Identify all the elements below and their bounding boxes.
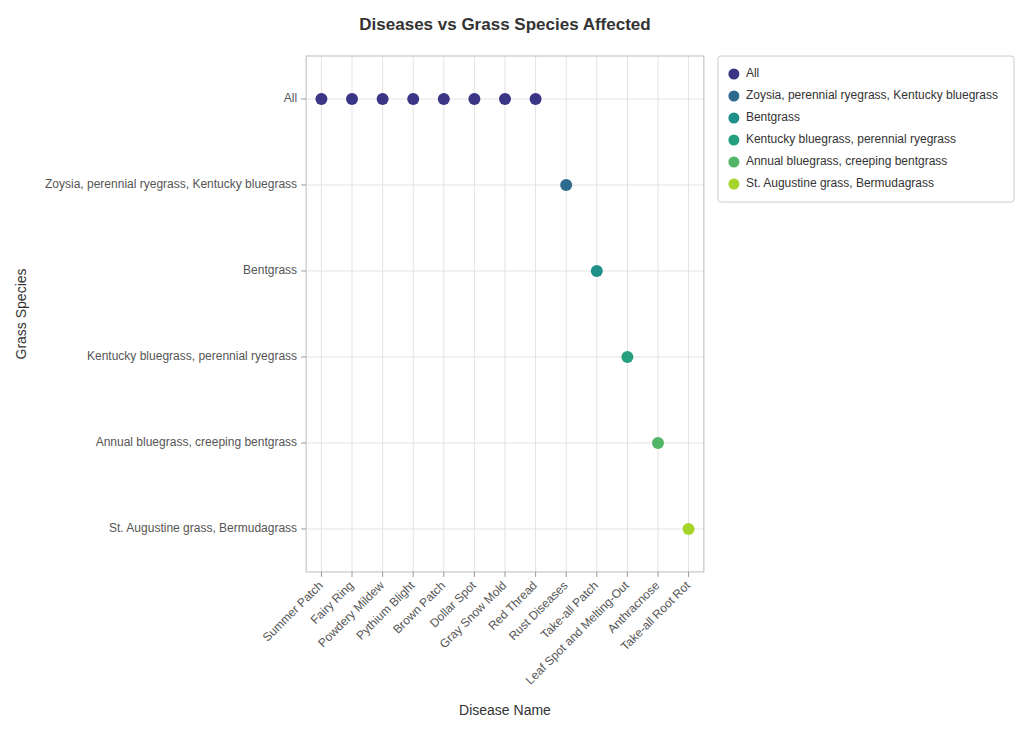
point	[652, 437, 664, 449]
legend: All Zoysia, perennial ryegrass, Kentucky …	[718, 56, 1014, 202]
grid-line-x	[443, 56, 444, 572]
grid-line-x	[321, 56, 322, 572]
y-tick-label: Kentucky bluegrass, perennial ryegrass	[87, 349, 297, 363]
grid-line-y	[306, 356, 704, 357]
legend-entry: St. Augustine grass, Bermudagrass	[746, 176, 934, 190]
point	[560, 179, 572, 191]
y-axis: All Zoysia, perennial ryegrass, Kentucky …	[45, 91, 306, 535]
grid-line-y	[306, 184, 704, 185]
legend-swatch	[728, 135, 739, 146]
y-tick-label: All	[284, 91, 297, 105]
grid-line-x	[566, 56, 567, 572]
y-tick	[301, 356, 306, 357]
legend-swatch	[728, 91, 739, 102]
point	[315, 93, 327, 105]
x-tick	[413, 572, 414, 577]
chart: Diseases vs Grass Species Affected Summer…	[0, 0, 1024, 729]
grid-line-y	[306, 528, 704, 529]
grid-line-x	[627, 56, 628, 572]
grid-line-x	[688, 56, 689, 572]
x-tick	[443, 572, 444, 577]
grid	[306, 56, 704, 572]
y-tick	[301, 528, 306, 529]
y-tick	[301, 270, 306, 271]
legend-swatch	[728, 179, 739, 190]
legend-entry: Kentucky bluegrass, perennial ryegrass	[746, 132, 956, 146]
grid-line-y	[306, 442, 704, 443]
point	[591, 265, 603, 277]
y-tick	[301, 98, 306, 99]
x-tick	[627, 572, 628, 577]
grid-line-y	[306, 270, 704, 271]
x-tick	[474, 572, 475, 577]
legend-swatch	[728, 69, 739, 80]
x-axis-label: Disease Name	[459, 702, 551, 718]
x-tick	[535, 572, 536, 577]
point	[407, 93, 419, 105]
y-tick-label: Bentgrass	[243, 263, 297, 277]
point	[499, 93, 511, 105]
point	[377, 93, 389, 105]
title: Diseases vs Grass Species Affected	[359, 15, 650, 34]
legend-entry: Annual bluegrass, creeping bentgrass	[746, 154, 947, 168]
grid-line-x	[382, 56, 383, 572]
x-axis: Summer PatchFairy RingPowdery MildewPyth…	[260, 572, 694, 687]
x-tick	[382, 572, 383, 577]
y-tick-label: Zoysia, perennial ryegrass, Kentucky blu…	[45, 177, 297, 191]
y-axis-label: Grass Species	[13, 268, 29, 359]
legend-entry: All	[746, 66, 759, 80]
y-tick	[301, 184, 306, 185]
x-tick	[505, 572, 506, 577]
grid-line-x	[413, 56, 414, 572]
y-tick-label: Annual bluegrass, creeping bentgrass	[96, 435, 297, 449]
legend-frame	[718, 56, 1014, 202]
grid-line-x	[535, 56, 536, 572]
legend-entry: Bentgrass	[746, 110, 800, 124]
point	[621, 351, 633, 363]
grid-line-x	[596, 56, 597, 572]
legend-entry: Zoysia, perennial ryegrass, Kentucky blu…	[746, 88, 998, 102]
point	[683, 523, 695, 535]
legend-swatch	[728, 157, 739, 168]
y-tick-label: St. Augustine grass, Bermudagrass	[109, 521, 297, 535]
point	[346, 93, 358, 105]
y-tick	[301, 442, 306, 443]
grid-line-x	[474, 56, 475, 572]
point	[438, 93, 450, 105]
point	[468, 93, 480, 105]
point	[530, 93, 542, 105]
x-tick	[596, 572, 597, 577]
x-tick	[566, 572, 567, 577]
x-tick	[321, 572, 322, 577]
points	[315, 93, 694, 535]
grid-line-x	[352, 56, 353, 572]
legend-swatch	[728, 113, 739, 124]
grid-line-x	[657, 56, 658, 572]
x-tick	[657, 572, 658, 577]
grid-line-x	[505, 56, 506, 572]
x-tick	[352, 572, 353, 577]
plot-frame	[306, 56, 704, 572]
x-tick	[688, 572, 689, 577]
x-tick-label: Take-all Root Rot	[618, 578, 693, 653]
